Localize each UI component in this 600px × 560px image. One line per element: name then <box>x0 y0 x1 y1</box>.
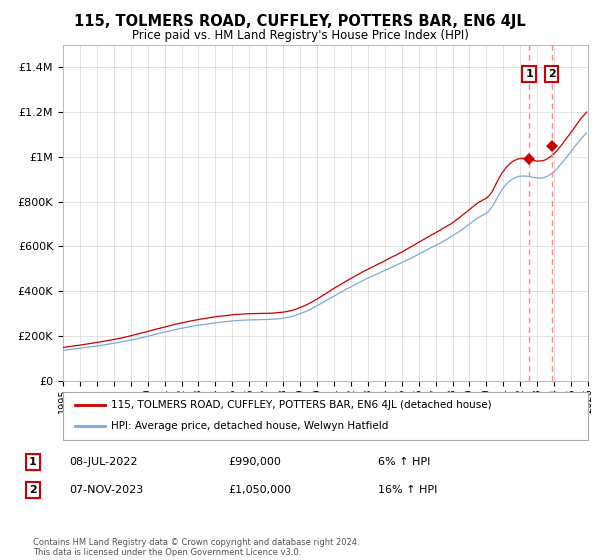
Text: 16% ↑ HPI: 16% ↑ HPI <box>378 485 437 495</box>
Text: 08-JUL-2022: 08-JUL-2022 <box>69 457 137 467</box>
Text: £990,000: £990,000 <box>228 457 281 467</box>
Text: 1: 1 <box>29 457 37 467</box>
Text: Price paid vs. HM Land Registry's House Price Index (HPI): Price paid vs. HM Land Registry's House … <box>131 29 469 42</box>
Text: £1,050,000: £1,050,000 <box>228 485 291 495</box>
Text: 6% ↑ HPI: 6% ↑ HPI <box>378 457 430 467</box>
Text: 2: 2 <box>548 69 556 79</box>
Text: HPI: Average price, detached house, Welwyn Hatfield: HPI: Average price, detached house, Welw… <box>111 421 388 431</box>
Text: 07-NOV-2023: 07-NOV-2023 <box>69 485 143 495</box>
Text: 115, TOLMERS ROAD, CUFFLEY, POTTERS BAR, EN6 4JL: 115, TOLMERS ROAD, CUFFLEY, POTTERS BAR,… <box>74 14 526 29</box>
Text: Contains HM Land Registry data © Crown copyright and database right 2024.
This d: Contains HM Land Registry data © Crown c… <box>33 538 359 557</box>
Text: 115, TOLMERS ROAD, CUFFLEY, POTTERS BAR, EN6 4JL (detached house): 115, TOLMERS ROAD, CUFFLEY, POTTERS BAR,… <box>111 400 491 410</box>
Text: 1: 1 <box>525 69 533 79</box>
Text: 2: 2 <box>29 485 37 495</box>
